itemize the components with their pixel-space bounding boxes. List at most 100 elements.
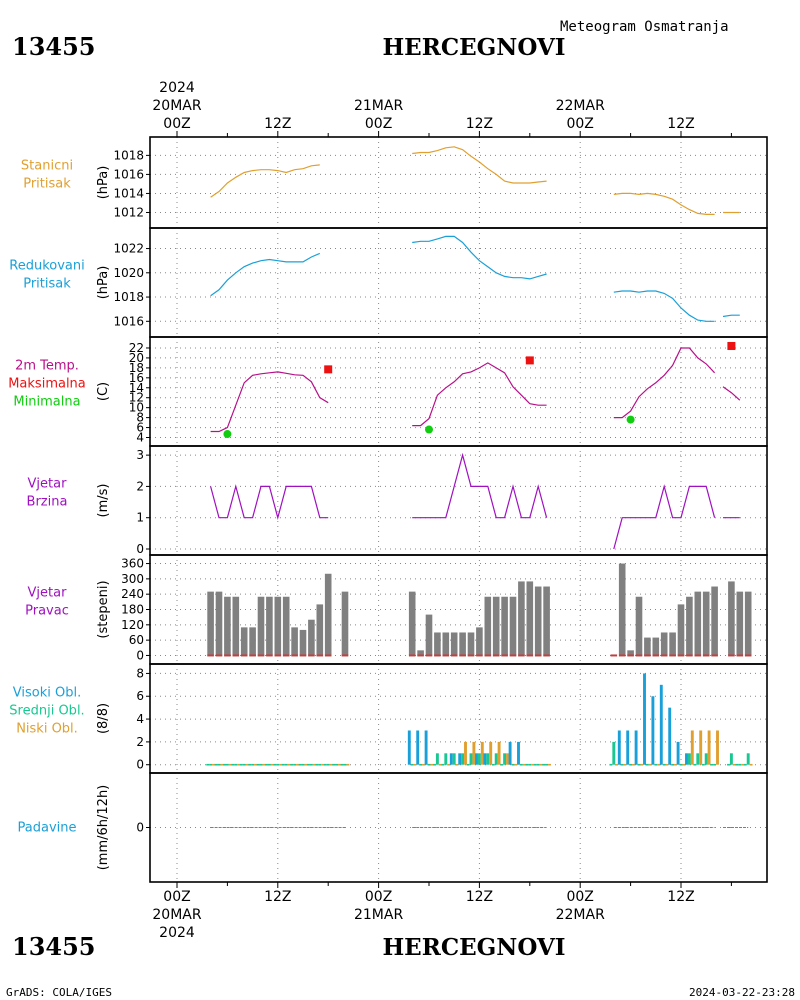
y-tick-label: 6 [136, 421, 144, 435]
reduced-pressure-panel: 1016 1018 1020 1022(hPa) Redukovani Pritisak [9, 227, 768, 338]
high-cloud-bar [676, 741, 680, 765]
bottom-hour-label: 12Z [466, 889, 493, 905]
wind-direction-bar [341, 591, 349, 656]
wind-direction-bar [744, 591, 752, 656]
y-tick-label: 1 [136, 511, 144, 525]
wind-direction-bar [476, 627, 483, 656]
y-axis-label: (mm/6h/12h) [96, 785, 111, 871]
mid-cloud-bar [729, 753, 733, 765]
high-cloud-bar [458, 753, 462, 765]
mid-cloud-bar [318, 763, 322, 766]
min-temp-marker [223, 430, 232, 439]
low-cloud-bar [262, 763, 266, 766]
high-cloud-bar [533, 763, 537, 766]
bottom-date-label: 20MAR [152, 907, 201, 923]
low-cloud-bar [304, 763, 308, 766]
bottom-date-label: 21MAR [354, 907, 403, 923]
high-cloud-bar [290, 763, 294, 766]
y-tick-label: 0 [136, 648, 144, 662]
station-name-bottom: HERCEGNOVI [382, 934, 565, 961]
wind-speed-panel: 0 1 2 3 (m/s) Vjetar Brzina [27, 445, 768, 556]
low-cloud-bar [237, 763, 241, 766]
wind-direction-base [341, 654, 349, 657]
high-cloud-bar [508, 741, 512, 765]
low-cloud-bar [674, 763, 677, 766]
wind-direction-bar [257, 596, 265, 656]
y-tick-label: 0 [136, 542, 144, 556]
time-axis-labels: 2024 20MAR 00Z 12Z 21MAR 00Z 12Z 22MAR 00Z 12Z 00Z… [152, 80, 732, 941]
wind-direction-base [232, 654, 240, 657]
wind-direction-base [417, 654, 424, 657]
low-cloud-bar [682, 763, 686, 766]
low-cloud-bar [346, 763, 350, 766]
panel-label: Niski Obl. [16, 722, 78, 737]
mid-cloud-bar [645, 763, 649, 766]
station-id-top: 13455 [12, 32, 96, 61]
y-tick-label: 20 [129, 351, 144, 365]
top-hour-label: 00Z [566, 116, 593, 132]
high-cloud-bar [332, 763, 336, 766]
y-tick-label: 2 [136, 735, 144, 749]
high-cloud-bar [710, 763, 714, 766]
wind-direction-base [686, 654, 693, 657]
wind-direction-bar [467, 632, 475, 656]
mid-cloud-bar [209, 763, 213, 766]
low-cloud-bar [480, 741, 484, 765]
y-tick-label: 120 [121, 618, 144, 632]
wind-direction-base [459, 654, 466, 657]
bottom-hour-label: 12Z [667, 889, 694, 905]
low-cloud-bar [438, 763, 442, 766]
wind-direction-base [282, 654, 290, 657]
panel-label: Vjetar [28, 477, 68, 492]
high-cloud-bar [340, 763, 344, 766]
low-cloud-bar [716, 730, 719, 765]
wind-direction-base [627, 654, 634, 657]
high-cloud-bar [643, 673, 646, 765]
y-tick-label: 8 [136, 411, 144, 425]
high-cloud-bar [617, 730, 621, 765]
wind-speed-line [210, 484, 329, 521]
mid-cloud-bar [671, 763, 675, 766]
panel-label: Pravac [25, 604, 69, 619]
wind-direction-base [274, 654, 282, 657]
high-cloud-bar [315, 763, 319, 766]
high-cloud-bar [491, 763, 495, 766]
bottom-date-label: 22MAR [556, 907, 605, 923]
mid-cloud-bar [242, 763, 246, 766]
high-cloud-bar [542, 763, 546, 766]
wind-direction-base [526, 654, 534, 657]
wind-direction-bar [240, 627, 248, 656]
high-cloud-bar [517, 741, 520, 765]
mid-cloud-bar [662, 763, 666, 766]
low-cloud-bar [732, 763, 736, 766]
wind-direction-bar [627, 650, 634, 656]
wind-direction-base [635, 654, 643, 657]
low-cloud-bar [254, 763, 257, 766]
wind-speed-line [613, 484, 716, 550]
temperature-line [412, 362, 547, 427]
y-tick-label: 22 [129, 341, 144, 355]
mid-cloud-bar [528, 763, 532, 766]
mid-cloud-bar [251, 763, 255, 766]
mid-cloud-bar [536, 763, 540, 766]
y-tick-label: 300 [121, 572, 144, 586]
wind-direction-base [711, 654, 718, 657]
low-cloud-bar [212, 763, 215, 766]
bottom-hour-label: 00Z [566, 889, 593, 905]
low-cloud-bar [657, 763, 661, 766]
wind-direction-base [476, 654, 483, 657]
low-cloud-bar [220, 763, 224, 766]
wind-direction-bar [534, 586, 542, 656]
wind-direction-bar [249, 627, 256, 656]
y-tick-label: 240 [121, 587, 144, 601]
wind-direction-base [291, 654, 298, 657]
y-tick-label: 1022 [113, 242, 144, 256]
panel-label: 2m Temp. [15, 359, 79, 374]
wind-direction-bar [274, 596, 282, 656]
reduced-pressure-line [613, 290, 715, 322]
mid-cloud-bar [435, 753, 439, 765]
mid-cloud-bar [746, 753, 750, 765]
wind-direction-base [744, 654, 752, 657]
